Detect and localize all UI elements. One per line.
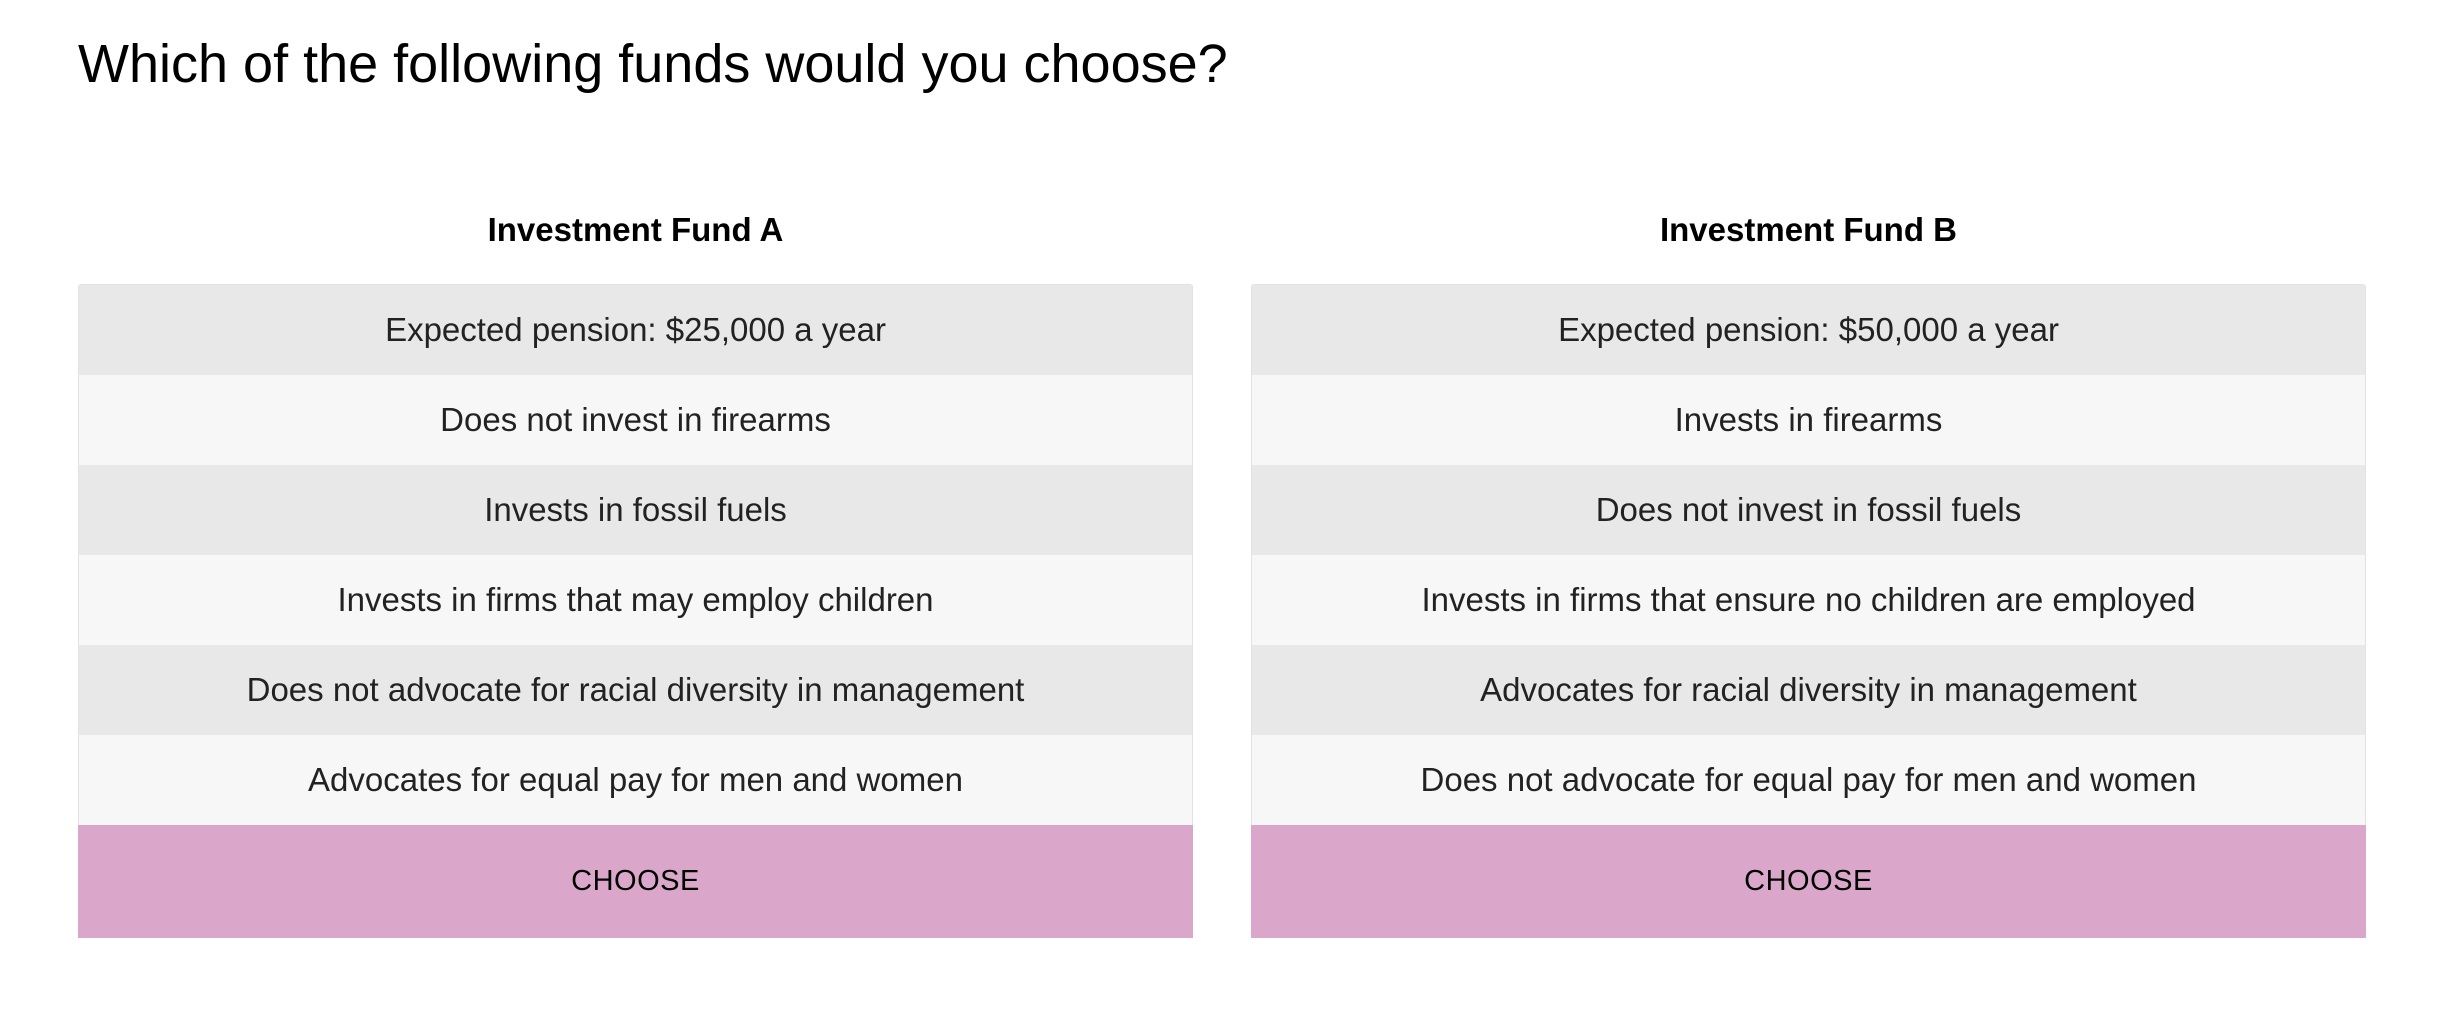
fund-a-attribute-equal-pay: Advocates for equal pay for men and wome… [79,735,1192,825]
fund-b-card: Investment Fund B Expected pension: $50,… [1251,200,2366,938]
fund-a-attribute-racial-diversity: Does not advocate for racial diversity i… [79,645,1192,735]
fund-a-choose-button[interactable]: CHOOSE [78,825,1193,938]
fund-b-attribute-list: Expected pension: $50,000 a year Invests… [1251,284,2366,825]
fund-a-attribute-fossil-fuels: Invests in fossil fuels [79,465,1192,555]
fund-b-attribute-fossil-fuels: Does not invest in fossil fuels [1252,465,2365,555]
fund-b-title: Investment Fund B [1659,211,1958,248]
fund-a-card: Investment Fund A Expected pension: $25,… [78,200,1193,938]
fund-a-title: Investment Fund A [487,211,784,248]
fund-a-attribute-child-labor: Invests in firms that may employ childre… [79,555,1192,645]
fund-b-attribute-racial-diversity: Advocates for racial diversity in manage… [1252,645,2365,735]
fund-b-attribute-firearms: Invests in firearms [1252,375,2365,465]
fund-b-choose-button[interactable]: CHOOSE [1251,825,2366,938]
fund-a-attribute-pension: Expected pension: $25,000 a year [79,285,1192,375]
fund-a-attribute-firearms: Does not invest in firearms [79,375,1192,465]
question-title: Which of the following funds would you c… [78,34,1228,94]
fund-b-attribute-equal-pay: Does not advocate for equal pay for men … [1252,735,2365,825]
fund-a-attribute-list: Expected pension: $25,000 a year Does no… [78,284,1193,825]
fund-b-attribute-pension: Expected pension: $50,000 a year [1252,285,2365,375]
fund-b-attribute-child-labor: Invests in firms that ensure no children… [1252,555,2365,645]
